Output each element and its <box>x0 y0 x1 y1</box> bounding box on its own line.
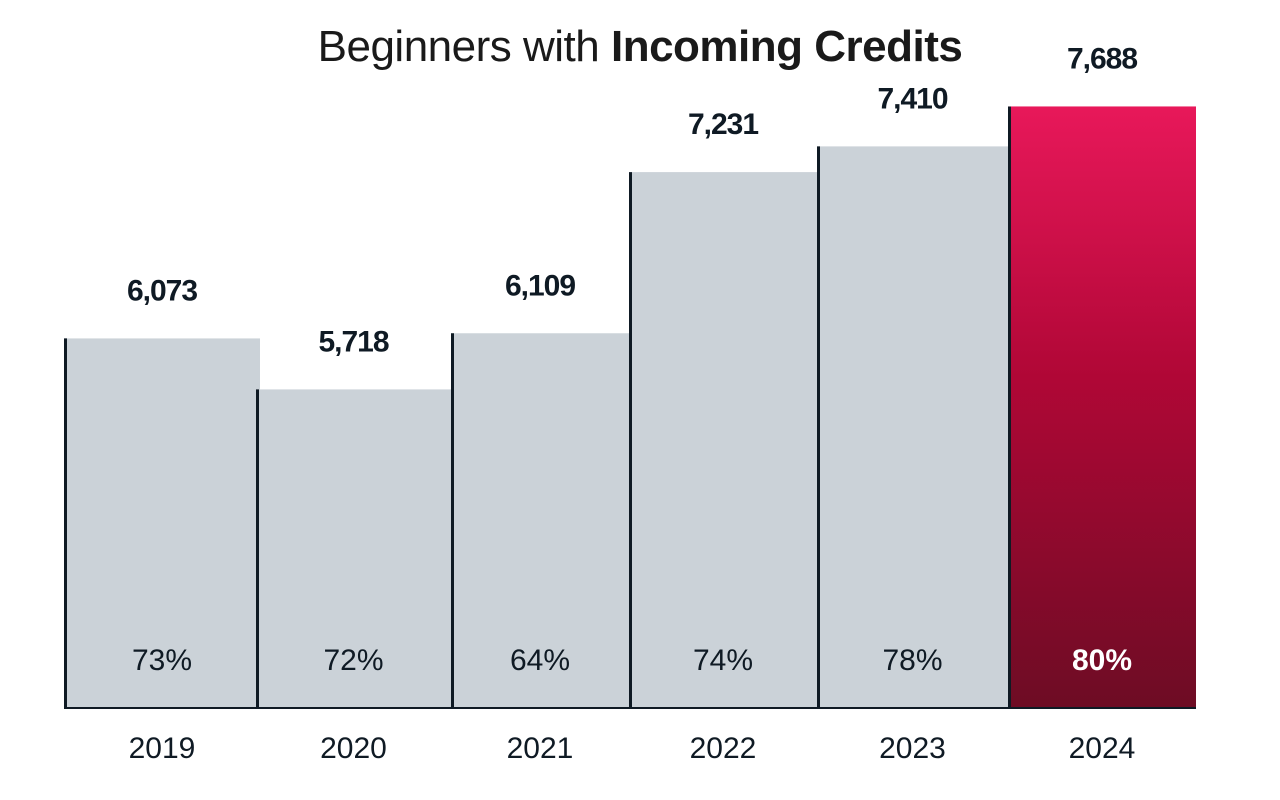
x-tick-label-2023: 2023 <box>879 732 946 765</box>
bar-2020 <box>256 389 451 708</box>
percent-label-2022: 74% <box>693 644 753 677</box>
percent-label-2024: 80% <box>1072 644 1132 677</box>
x-tick-label-2021: 2021 <box>507 732 574 765</box>
chart-title: Beginners with Incoming Credits <box>0 22 1280 72</box>
bar-2024 <box>1008 106 1196 708</box>
x-tick-label-2019: 2019 <box>129 732 196 765</box>
value-label-2020: 5,718 <box>318 325 388 358</box>
percent-label-2019: 73% <box>132 644 192 677</box>
bar-2022 <box>629 172 817 709</box>
x-tick-label-2022: 2022 <box>690 732 757 765</box>
value-label-2019: 6,073 <box>127 274 197 307</box>
labels-group: 6,073 73% 2019 5,718 72% 2020 6,109 64% 2021 7,23… <box>64 42 1196 765</box>
percent-label-2021: 64% <box>510 644 570 677</box>
bar-2023 <box>817 146 1008 708</box>
x-tick-label-2024: 2024 <box>1069 732 1136 765</box>
value-label-2021: 6,109 <box>505 269 575 302</box>
value-label-2023: 7,410 <box>877 82 947 115</box>
bar-2021 <box>451 333 629 708</box>
x-tick-label-2020: 2020 <box>320 732 387 765</box>
percent-label-2023: 78% <box>882 644 942 677</box>
value-label-2022: 7,231 <box>688 108 758 141</box>
percent-label-2020: 72% <box>323 644 383 677</box>
value-label-2024: 7,688 <box>1067 42 1137 75</box>
chart-title-bold: Incoming Credits <box>610 22 963 71</box>
bars-group <box>64 106 1196 709</box>
bar-2019 <box>64 338 260 708</box>
chart-title-prefix: Beginners with <box>317 22 600 71</box>
